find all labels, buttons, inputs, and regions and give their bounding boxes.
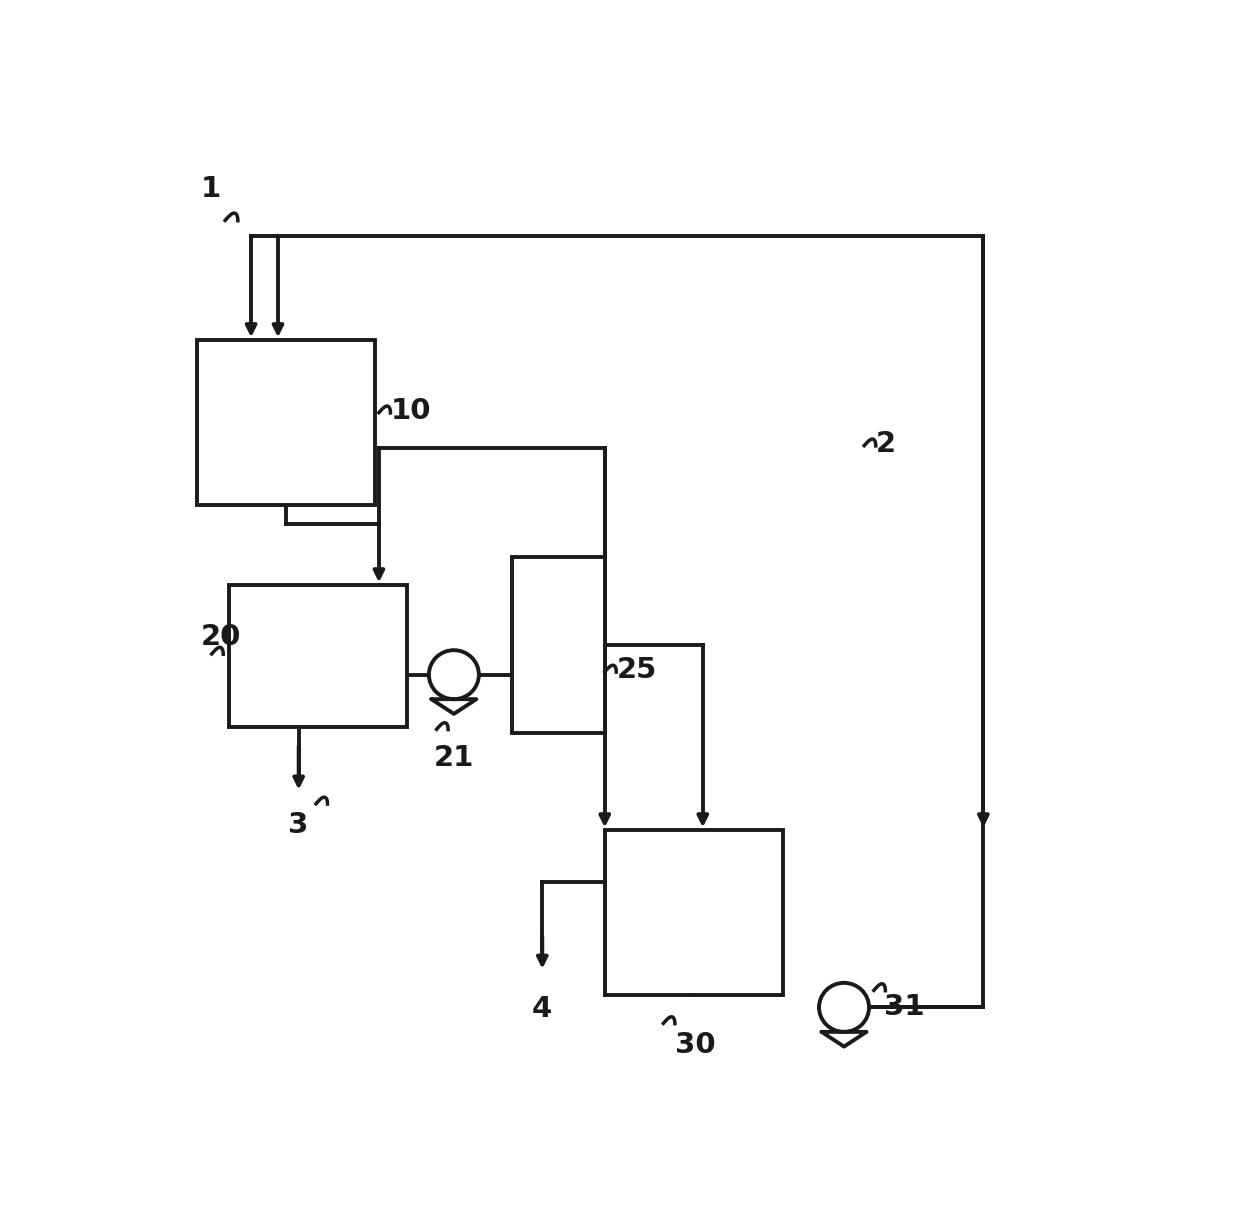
Bar [605, 830, 784, 995]
Text: 21: 21 [434, 744, 474, 772]
Text: 2: 2 [875, 430, 895, 458]
Text: 31: 31 [884, 994, 925, 1021]
Text: 30: 30 [675, 1031, 715, 1059]
Text: 20: 20 [201, 623, 242, 651]
Circle shape [429, 650, 479, 699]
Text: 10: 10 [391, 397, 432, 425]
Text: 1: 1 [201, 175, 222, 203]
Text: 25: 25 [616, 656, 656, 684]
Text: 3: 3 [289, 812, 309, 840]
Circle shape [820, 983, 869, 1032]
Bar [229, 585, 407, 727]
Text: 4: 4 [532, 995, 552, 1023]
Bar [512, 557, 605, 733]
Bar [197, 340, 374, 506]
